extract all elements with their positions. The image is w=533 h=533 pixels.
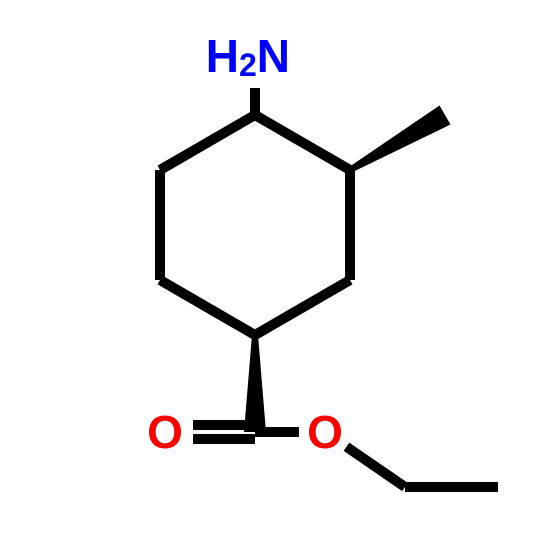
atom-label-O1: O (147, 406, 183, 458)
molecule-diagram: H2N O O (0, 0, 533, 533)
atom-label-N1: H2N (206, 30, 290, 83)
atom-label-O2: O (307, 406, 343, 458)
